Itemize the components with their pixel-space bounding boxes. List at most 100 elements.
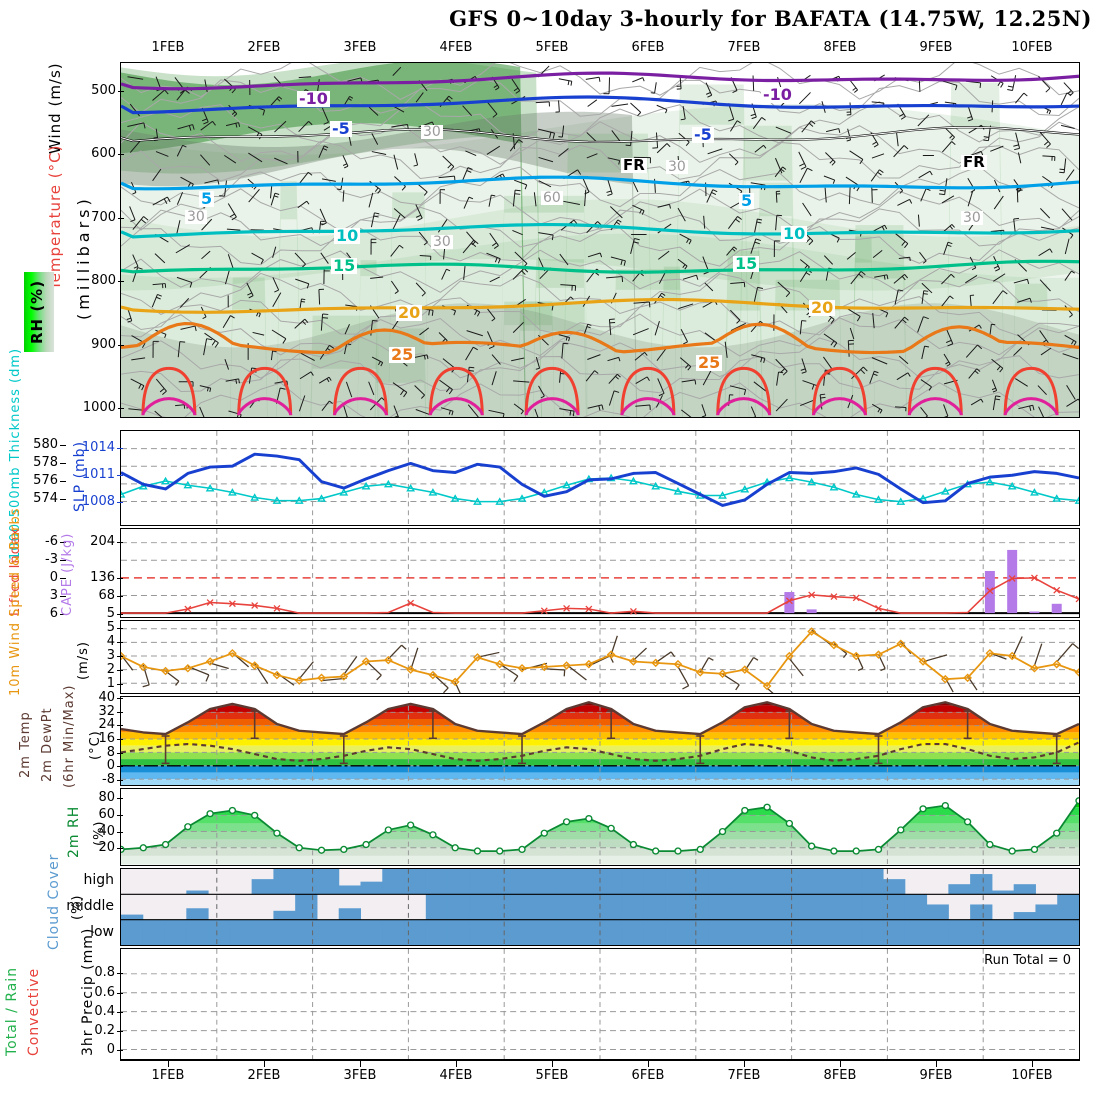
- axis-tick-label: 1014: [63, 440, 115, 455]
- wind10m-unit-label: (m/s): [76, 626, 91, 680]
- axis-tick-mark: [117, 798, 123, 799]
- cape-li-panel: [120, 528, 1080, 618]
- date-tick-top: 6FEB: [613, 40, 683, 55]
- temp2m-unit-label: (°C): [88, 716, 103, 760]
- axis-tick-mark: [60, 481, 66, 482]
- wind-axis-label: Wind (m/s): [46, 64, 64, 154]
- contour-label: 10: [334, 228, 360, 244]
- contour-label: 30: [185, 210, 207, 224]
- temp2m-label: 2m Temp: [18, 700, 33, 778]
- date-tick-top: 7FEB: [709, 40, 779, 55]
- date-tick-bottom: 9FEB: [901, 1068, 971, 1083]
- date-tick-top: 8FEB: [805, 40, 875, 55]
- contour-label: -5: [692, 127, 714, 143]
- wind10m-label: 10m Wind Speed & Barbs: [8, 612, 23, 696]
- contour-label: 15: [331, 258, 357, 274]
- pressure-axis-label: (millibars): [74, 150, 93, 320]
- axis-tick-mark: [117, 1050, 123, 1051]
- x-axis-tick: [168, 1060, 169, 1067]
- date-tick-bottom: 2FEB: [229, 1068, 299, 1083]
- date-tick-top: 2FEB: [229, 40, 299, 55]
- rh2m-panel: [120, 788, 1080, 866]
- precip-panel: Run Total = 0: [120, 948, 1080, 1060]
- axis-tick-mark: [117, 656, 123, 657]
- cape-label: CAPE (J/kg): [60, 530, 75, 616]
- date-tick-bottom: 6FEB: [613, 1068, 683, 1083]
- axis-tick-mark: [117, 848, 123, 849]
- axis-tick-mark: [117, 670, 123, 671]
- x-axis-tick: [936, 1060, 937, 1067]
- axis-tick-mark: [117, 448, 123, 449]
- axis-tick-mark: [118, 91, 124, 92]
- x-axis-tick: [552, 1060, 553, 1067]
- axis-tick-mark: [118, 345, 124, 346]
- run-total-text: Run Total = 0: [984, 953, 1071, 968]
- date-tick-top: 9FEB: [901, 40, 971, 55]
- contour-label: 5: [739, 193, 754, 209]
- axis-tick-mark: [117, 698, 123, 699]
- contour-label: FR: [621, 158, 647, 173]
- contour-label: 30: [421, 125, 443, 139]
- date-tick-bottom: 1FEB: [133, 1068, 203, 1083]
- axis-tick-mark: [117, 475, 123, 476]
- date-tick-bottom: 3FEB: [325, 1068, 395, 1083]
- axis-tick-mark: [60, 463, 66, 464]
- rh-axis-label: RH (%): [28, 282, 46, 344]
- contour-label: 20: [809, 300, 835, 316]
- axis-tick-mark: [117, 642, 123, 643]
- x-axis-tick: [1032, 1060, 1033, 1067]
- contour-label: -10: [297, 91, 330, 107]
- date-tick-bottom: 4FEB: [421, 1068, 491, 1083]
- axis-tick-mark: [117, 725, 123, 726]
- axis-tick-mark: [117, 993, 123, 994]
- axis-tick-mark: [117, 542, 123, 543]
- contour-label: 20: [396, 305, 422, 321]
- x-axis-tick: [648, 1060, 649, 1067]
- rh2m-unit-label: (%): [92, 812, 107, 846]
- contour-label: -10: [761, 87, 794, 103]
- axis-tick-mark: [118, 281, 124, 282]
- slp-axis-label: SLP (mb): [72, 446, 88, 512]
- axis-tick-label: 500: [64, 83, 116, 98]
- axis-tick-mark: [60, 499, 66, 500]
- slp-thickness-plot: [121, 431, 1079, 525]
- axis-tick-mark: [118, 408, 124, 409]
- contour-label: 10: [781, 226, 807, 242]
- contour-label: 30: [961, 211, 983, 225]
- date-tick-bottom: 10FEB: [997, 1068, 1067, 1083]
- temp2m-plot: [121, 697, 1079, 785]
- contour-label: 25: [389, 347, 415, 363]
- precip-axis-label: 3hr Precip (mm): [80, 952, 96, 1056]
- axis-tick-label: 1000: [64, 400, 116, 415]
- axis-tick-mark: [117, 578, 123, 579]
- x-axis-tick: [840, 1060, 841, 1067]
- contour-label: 30: [431, 235, 453, 249]
- axis-tick-label: 1008: [63, 494, 115, 509]
- wind10m-panel: [120, 620, 1080, 694]
- contour-label: 15: [733, 256, 759, 272]
- axis-tick-mark: [118, 218, 124, 219]
- upper-air-panel: -10-10-5-5FRFR55101015152020252530303060…: [120, 62, 1080, 418]
- axis-tick-mark: [117, 628, 123, 629]
- axis-tick-label: 1011: [63, 467, 115, 482]
- precip-plot: [121, 949, 1079, 1059]
- axis-tick-label: 900: [64, 337, 116, 352]
- contour-label: -5: [330, 121, 352, 137]
- date-tick-top: 5FEB: [517, 40, 587, 55]
- date-tick-top: 10FEB: [997, 40, 1067, 55]
- axis-tick-mark: [117, 712, 123, 713]
- axis-tick-mark: [117, 815, 123, 816]
- x-axis-tick: [360, 1060, 361, 1067]
- cloud-row-label-high: high: [56, 872, 114, 888]
- temp2m-panel: [120, 696, 1080, 786]
- cloud-cover-panel: [120, 868, 1080, 946]
- contour-label: 5: [199, 191, 214, 207]
- date-tick-top: 4FEB: [421, 40, 491, 55]
- x-axis-tick: [744, 1060, 745, 1067]
- rh2m-label: 2m RH: [66, 798, 82, 858]
- precip-convective-label: Convective: [26, 962, 42, 1056]
- rh2m-plot: [121, 789, 1079, 865]
- date-tick-bottom: 7FEB: [709, 1068, 779, 1083]
- date-tick-bottom: 8FEB: [805, 1068, 875, 1083]
- cloud-cover-plot: [121, 869, 1079, 945]
